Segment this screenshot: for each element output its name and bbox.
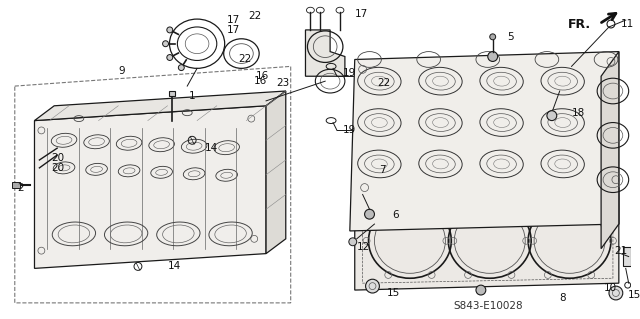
Text: 23: 23: [276, 78, 289, 88]
Polygon shape: [355, 188, 619, 290]
Text: 6: 6: [392, 210, 399, 220]
Text: 15: 15: [387, 288, 401, 298]
Text: 7: 7: [380, 165, 386, 175]
Circle shape: [547, 111, 557, 121]
Polygon shape: [601, 52, 619, 249]
Text: 17: 17: [227, 15, 240, 25]
Text: 17: 17: [227, 25, 240, 35]
Text: FR.: FR.: [568, 18, 591, 31]
Text: 22: 22: [248, 11, 262, 21]
Text: 15: 15: [628, 290, 640, 300]
Circle shape: [179, 65, 184, 70]
Text: 21: 21: [614, 246, 627, 256]
Polygon shape: [350, 52, 619, 231]
Text: 9: 9: [118, 66, 125, 76]
Circle shape: [163, 41, 168, 47]
Text: 10: 10: [604, 283, 617, 293]
Text: 8: 8: [560, 293, 566, 303]
Circle shape: [476, 285, 486, 295]
Text: 12: 12: [356, 242, 370, 252]
Circle shape: [349, 238, 356, 246]
Polygon shape: [35, 106, 266, 268]
Text: S843-E10028: S843-E10028: [453, 301, 523, 311]
Polygon shape: [35, 91, 286, 121]
Text: 14: 14: [168, 261, 180, 271]
Text: 19: 19: [343, 125, 356, 136]
Text: 16: 16: [254, 76, 268, 86]
Circle shape: [609, 286, 623, 300]
Text: 5: 5: [508, 32, 514, 42]
Text: 22: 22: [239, 55, 252, 64]
Text: 17: 17: [355, 9, 368, 19]
Text: 20: 20: [51, 153, 65, 163]
Circle shape: [167, 27, 173, 33]
Polygon shape: [305, 30, 345, 76]
Circle shape: [167, 55, 173, 61]
Circle shape: [365, 209, 374, 219]
Bar: [170, 91, 175, 96]
Text: 14: 14: [205, 143, 218, 153]
Text: 16: 16: [256, 71, 269, 81]
Text: 11: 11: [621, 19, 634, 29]
Text: 20: 20: [51, 163, 65, 173]
Polygon shape: [266, 91, 286, 254]
Circle shape: [488, 52, 498, 62]
Text: 18: 18: [572, 108, 585, 118]
Text: 19: 19: [343, 68, 356, 78]
Circle shape: [365, 279, 380, 293]
Bar: [12, 182, 20, 188]
Circle shape: [490, 34, 495, 40]
Text: 2: 2: [18, 182, 24, 193]
Text: 22: 22: [378, 78, 390, 88]
Polygon shape: [623, 247, 630, 266]
Text: 1: 1: [189, 91, 196, 101]
